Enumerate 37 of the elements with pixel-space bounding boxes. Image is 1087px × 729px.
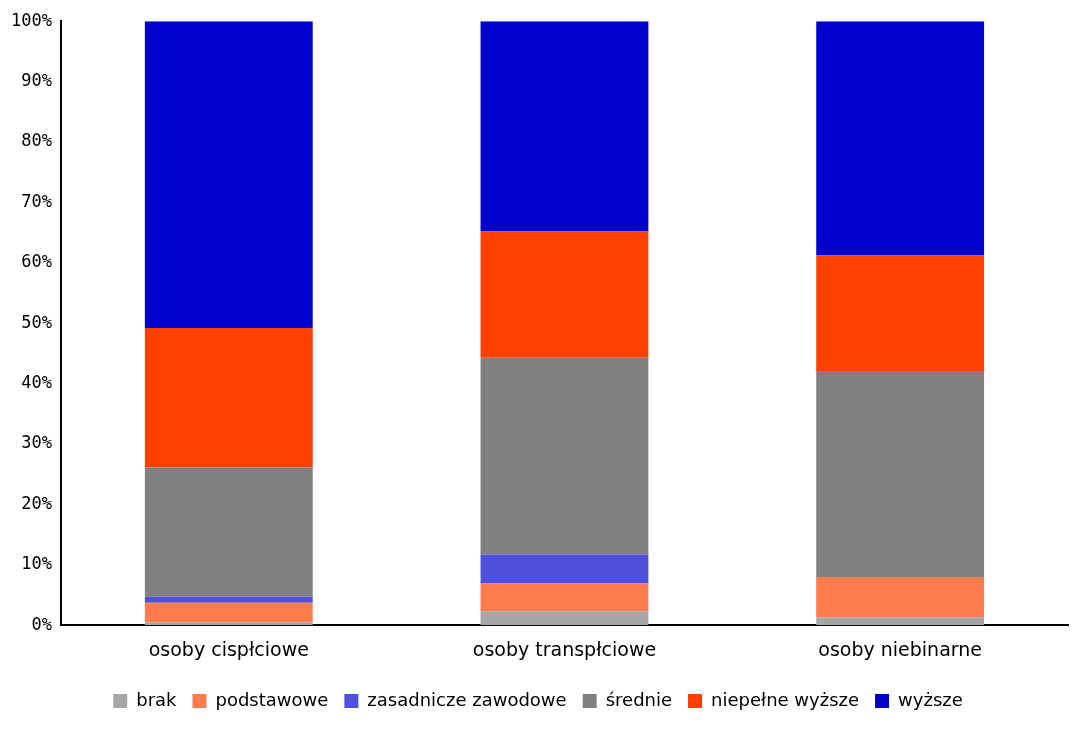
- bar: [816, 617, 985, 626]
- y-tick-label: 80%: [21, 130, 52, 151]
- x-tick-label: osoby cispłciowe: [148, 637, 309, 660]
- legend-label: brak: [136, 688, 178, 710]
- y-tick-label: 20%: [21, 492, 52, 513]
- bar: [816, 255, 985, 371]
- bar: [144, 596, 313, 603]
- x-tick-label: osoby transpłciowe: [472, 637, 657, 660]
- bar: [144, 602, 313, 623]
- legend-label: średnie: [605, 688, 673, 710]
- x-tick-label: osoby niebinarne: [818, 637, 983, 660]
- bar: [144, 21, 313, 329]
- y-tick-label: 10%: [21, 553, 52, 574]
- bar: [480, 21, 649, 232]
- bar: [480, 231, 649, 358]
- bar: [480, 583, 649, 612]
- y-tick-label: 50%: [21, 311, 52, 332]
- bar: [816, 21, 985, 256]
- y-tick-label: 60%: [21, 251, 52, 272]
- y-tick-label: 30%: [21, 432, 52, 453]
- y-tick-label: 40%: [21, 372, 52, 393]
- bar: [144, 328, 313, 468]
- bar: [144, 622, 313, 626]
- y-tick-label: 0%: [31, 613, 52, 634]
- bar: [480, 611, 649, 626]
- y-tick-label: 90%: [21, 70, 52, 91]
- legend-label: niepełne wyższe: [711, 688, 860, 710]
- bar: [816, 370, 985, 577]
- y-tick-label: 70%: [21, 190, 52, 211]
- legend-label: wyższe: [898, 688, 963, 710]
- legend-label: podstawowe: [215, 688, 329, 710]
- bar: [480, 357, 649, 555]
- bar: [144, 467, 313, 597]
- legend-label: zasadnicze zawodowe: [367, 688, 567, 710]
- bar: [480, 554, 649, 584]
- y-tick-label: 100%: [10, 9, 52, 30]
- bar: [816, 576, 985, 618]
